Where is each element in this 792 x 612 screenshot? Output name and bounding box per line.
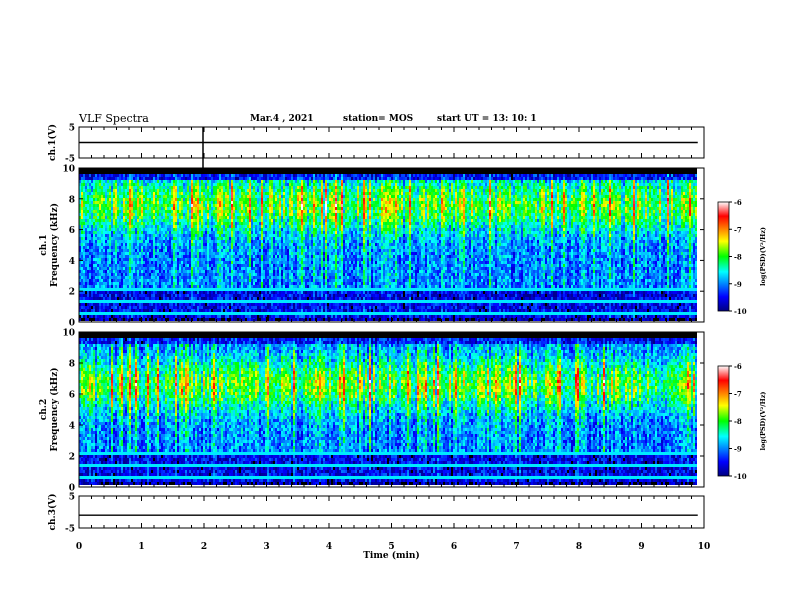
y-axis-label: ch.1	[39, 234, 49, 255]
colorbar-tick-label: -7	[734, 225, 742, 234]
y-tick-label: 2	[69, 453, 75, 463]
y-tick-label: 10	[62, 165, 75, 175]
y-axis-label: Frequency (kHz)	[49, 203, 60, 287]
colorbar-tick-label: -10	[734, 307, 747, 316]
x-tick-label: 3	[263, 542, 269, 552]
colorbar-tick-label: -9	[734, 280, 742, 289]
colorbar-tick-label: -6	[734, 362, 742, 371]
x-tick-label: 8	[576, 542, 582, 552]
y-tick-label: -5	[65, 525, 75, 535]
y-tick-label: 6	[69, 391, 75, 401]
y-axis-label: Frequency (kHz)	[49, 367, 60, 451]
colorbar-tick-label: -9	[734, 445, 742, 454]
x-tick-label: 6	[451, 542, 457, 552]
x-tick-label: 2	[201, 542, 207, 552]
y-tick-label: 5	[69, 493, 75, 503]
y-tick-label: -5	[65, 155, 75, 165]
colorbar-label: log(PSD)(V²/Hz)	[759, 227, 767, 286]
colorbar-tick-label: -8	[734, 417, 742, 426]
colorbar-tick-label: -8	[734, 253, 742, 262]
spectrogram-1	[79, 168, 704, 322]
y-axis-label: ch.1(V)	[47, 124, 58, 161]
x-tick-label: 9	[638, 542, 644, 552]
y-tick-label: 6	[69, 226, 75, 236]
spectrogram-2	[79, 332, 704, 487]
colorbar-1	[718, 202, 729, 311]
y-tick-label: 8	[69, 360, 75, 370]
y-axis-label: ch.2	[39, 399, 49, 420]
y-tick-label: 4	[69, 422, 75, 432]
y-axis-label: ch.3(V)	[47, 494, 58, 531]
x-tick-label: 1	[138, 542, 144, 552]
colorbar-label: log(PSD)(V²/Hz)	[759, 392, 767, 451]
x-axis-label: Time (min)	[363, 550, 420, 561]
colorbar-2	[718, 366, 729, 476]
colorbar-tick-label: -6	[734, 198, 742, 207]
colorbar-tick-label: -10	[734, 472, 747, 481]
colorbar-tick-label: -7	[734, 390, 742, 399]
y-tick-label: 5	[69, 124, 75, 134]
y-tick-label: 0	[69, 319, 75, 329]
y-tick-label: 4	[69, 257, 75, 267]
x-tick-label: 7	[513, 542, 519, 552]
y-tick-label: 8	[69, 195, 75, 205]
x-tick-label: 10	[698, 542, 711, 552]
x-tick-label: 0	[76, 542, 82, 552]
y-tick-label: 10	[62, 329, 75, 339]
y-tick-label: 2	[69, 288, 75, 298]
x-tick-label: 4	[326, 542, 332, 552]
